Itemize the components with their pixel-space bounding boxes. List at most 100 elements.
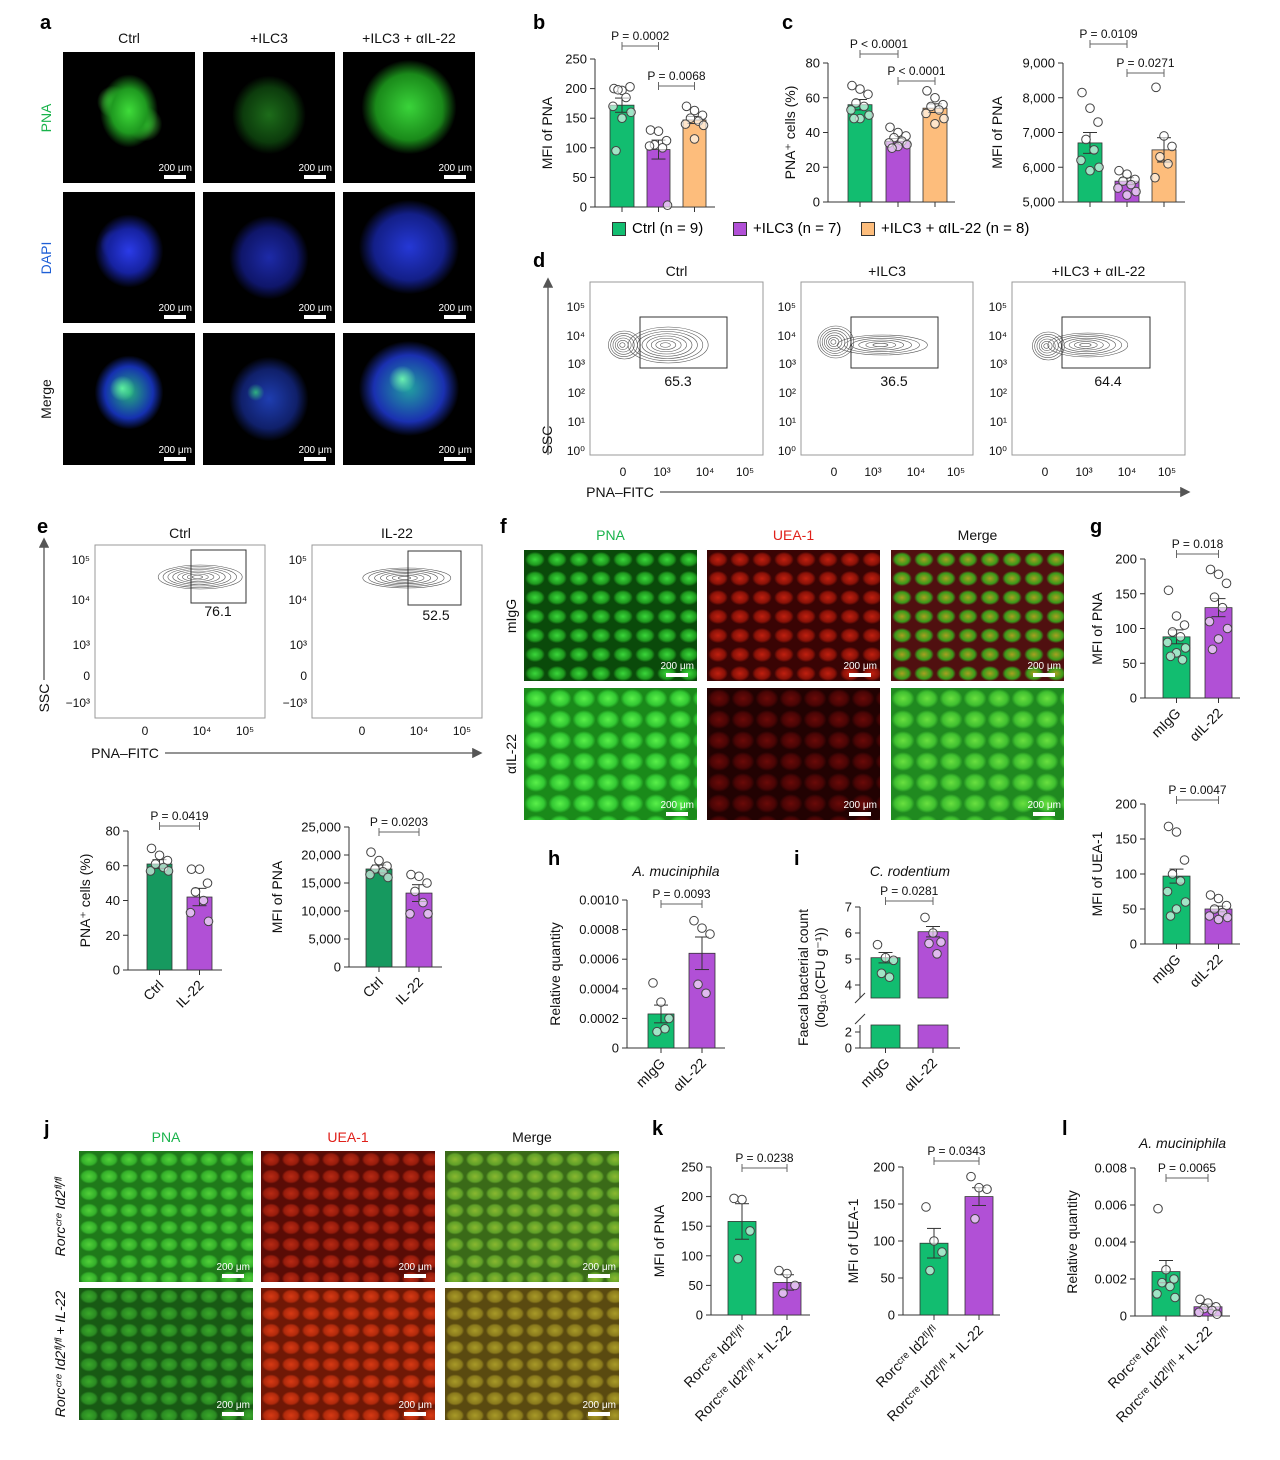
data-point [1162, 637, 1173, 648]
data-point [1221, 578, 1232, 589]
contour-line [191, 575, 203, 579]
data-point [937, 1247, 947, 1257]
data-point [1131, 186, 1141, 197]
gate [639, 316, 728, 369]
scale-bar: 200 μm [216, 1262, 250, 1278]
y-tick-label: 10¹ [568, 415, 585, 429]
x-axis-label: PNA–FITC [91, 745, 159, 761]
data-point [681, 101, 692, 112]
data-point [1195, 1294, 1205, 1305]
data-point [851, 98, 861, 108]
panel_f-column-header: Merge [957, 527, 998, 543]
data-point [405, 909, 415, 919]
y-tick-label: 10,000 [301, 904, 341, 919]
x-tick-label: 10⁵ [236, 724, 254, 738]
micrograph: 200 μm [891, 550, 1064, 681]
scale-bar-label: 200 μm [582, 1262, 616, 1273]
y-tick-label: 10³ [779, 357, 796, 371]
x-tick-label: 10⁴ [1118, 465, 1137, 479]
y-tick-label: 10⁰ [778, 444, 796, 458]
y-axis-label: Relative quantity [547, 922, 563, 1026]
scale-bar-line [222, 1274, 245, 1278]
contour-line [817, 325, 855, 359]
data-point [1167, 869, 1178, 879]
y-tick-label: 2 [845, 1025, 852, 1040]
data-point [880, 952, 891, 963]
data-point [1126, 179, 1136, 190]
y-axis-label: PNA⁺ cells (%) [782, 86, 798, 180]
data-point [1159, 131, 1169, 141]
y-tick-label: 80 [106, 824, 120, 839]
data-point [1222, 912, 1233, 923]
y-tick-label: 15,000 [301, 876, 341, 891]
bar [682, 119, 707, 208]
y-tick-label: 10³ [568, 357, 585, 371]
contour-line [162, 566, 237, 588]
data-point [847, 80, 857, 91]
data-point [652, 1026, 662, 1037]
data-point [930, 92, 940, 103]
data-point [1122, 190, 1132, 200]
y-tick-label: 0.0002 [579, 1011, 619, 1026]
scale-bar-line [164, 457, 187, 461]
plot-frame [94, 544, 266, 719]
data-point [846, 105, 856, 115]
data-point [656, 997, 666, 1007]
y-tick-label: 0 [813, 195, 820, 210]
p-value-label: P = 0.0065 [1158, 1161, 1216, 1175]
y-tick-label: 10⁵ [778, 300, 796, 314]
data-point [888, 955, 899, 966]
data-point [365, 869, 375, 880]
data-point [921, 108, 931, 119]
contour-line [374, 570, 438, 586]
contour-line [1079, 342, 1092, 348]
contour-line [627, 326, 709, 364]
x-tick-label: IL-22 [392, 974, 426, 1008]
data-point [1155, 152, 1165, 162]
y-tick-label: 0 [113, 963, 120, 978]
data-point [1094, 162, 1104, 173]
data-point [203, 916, 214, 927]
micrograph: 200 μm [63, 192, 195, 323]
data-point [1169, 1274, 1179, 1284]
scale-bar: 200 μm [398, 1262, 432, 1278]
y-tick-label: 0.004 [1094, 1235, 1127, 1250]
data-point [644, 141, 655, 151]
contour-line [380, 571, 432, 585]
panel-letter-d: d [533, 250, 546, 272]
scale-bar-line [222, 1412, 245, 1416]
contour-line [830, 339, 837, 345]
panel_f-column-header: UEA-1 [772, 527, 815, 543]
panel-letter-k: k [652, 1118, 664, 1140]
y-tick-label: 80 [806, 56, 820, 71]
scale-bar: 200 μm [438, 303, 472, 319]
scale-bar-line [304, 457, 327, 461]
scale-bar: 200 μm [1027, 800, 1061, 816]
y-tick-label: 0 [580, 200, 587, 215]
chart-c2: 5,000 6,000 7,000 8,000 9,000 MFI of PNA P = 0… [989, 27, 1185, 210]
data-point [1175, 876, 1186, 886]
data-point [876, 968, 887, 979]
x-tick-label: 10⁵ [1158, 465, 1176, 479]
data-point [982, 1184, 992, 1194]
data-point [660, 1023, 670, 1034]
data-point [849, 113, 859, 124]
data-point [657, 143, 668, 153]
y-tick-label: 150 [873, 1197, 895, 1212]
y-tick-label: 0.008 [1094, 1161, 1127, 1176]
data-point [1212, 1309, 1222, 1319]
x-tick-label: 0 [142, 724, 149, 738]
data-point [406, 869, 416, 880]
scale-bar-line [666, 812, 689, 816]
data-point [1177, 654, 1188, 665]
scale-bar: 200 μm [158, 163, 192, 179]
panel-letter-h: h [548, 848, 561, 870]
data-point [863, 89, 873, 100]
panel_j-column-header: PNA [151, 1129, 181, 1145]
y-tick-label: 10⁰ [989, 444, 1007, 458]
panel-letter-c: c [782, 12, 794, 34]
scale-bar-line [304, 175, 327, 179]
data-point [662, 200, 673, 211]
scale-bar: 200 μm [843, 800, 877, 816]
